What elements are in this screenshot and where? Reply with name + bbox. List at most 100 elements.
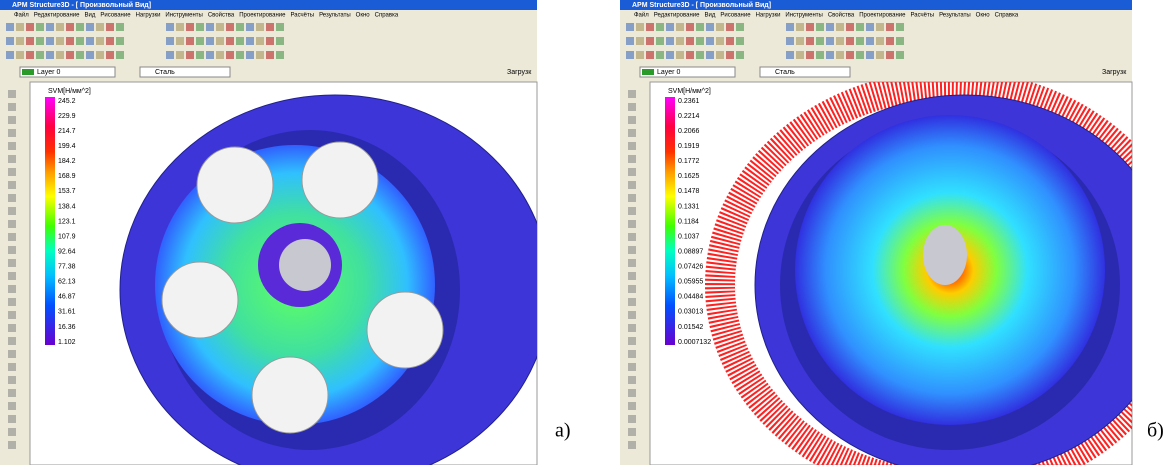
legend-value: 245.2 bbox=[58, 98, 76, 105]
toolbar-icon bbox=[846, 23, 854, 31]
legend-value: 16.36 bbox=[58, 324, 76, 331]
side-tool bbox=[8, 194, 16, 202]
legend-value: 0.1184 bbox=[678, 218, 699, 225]
toolbar-icon bbox=[886, 51, 894, 59]
toolbar-icon bbox=[76, 37, 84, 45]
menu-item[interactable]: Рисование bbox=[720, 13, 751, 19]
layer-box bbox=[20, 67, 115, 77]
legend-value: 168.9 bbox=[58, 173, 76, 180]
side-tool bbox=[8, 142, 16, 150]
layer-color bbox=[642, 69, 654, 75]
menu-item[interactable]: Рисование bbox=[100, 13, 131, 19]
legend-value: 214.7 bbox=[58, 128, 76, 135]
toolbar-icon bbox=[626, 23, 634, 31]
legend-value: 0.1625 bbox=[678, 173, 700, 180]
menu-item[interactable]: Вид bbox=[84, 13, 95, 19]
toolbar-icon bbox=[846, 51, 854, 59]
toolbar-icon bbox=[686, 23, 694, 31]
legend-value: 77.38 bbox=[58, 264, 76, 271]
side-tool bbox=[8, 246, 16, 254]
bolt-hole bbox=[162, 262, 238, 338]
hub-bore bbox=[279, 239, 331, 291]
toolbar-icon bbox=[66, 23, 74, 31]
legend-title: SVM[Н/мм^2] bbox=[668, 88, 711, 95]
menu-item[interactable]: Нагрузки bbox=[136, 13, 161, 19]
menu-item[interactable]: Результаты bbox=[939, 13, 971, 19]
toolbar-icon bbox=[276, 51, 284, 59]
toolbar-icon bbox=[246, 37, 254, 45]
legend-value: 62.13 bbox=[58, 279, 76, 286]
toolbar-icon bbox=[806, 23, 814, 31]
toolbar-icon bbox=[236, 23, 244, 31]
legend-value: 1.102 bbox=[58, 339, 76, 346]
legend-bar bbox=[45, 97, 55, 345]
toolbar-icon bbox=[626, 51, 634, 59]
menu-item[interactable]: Проектирование bbox=[859, 13, 906, 19]
legend-value: 229.9 bbox=[58, 113, 76, 120]
menu-item[interactable]: Окно bbox=[356, 13, 371, 19]
layer-name: Layer 0 bbox=[657, 69, 680, 76]
menu-item[interactable]: Расчёты bbox=[290, 13, 314, 19]
material-name: Сталь bbox=[775, 69, 795, 76]
toolbar-icon bbox=[176, 37, 184, 45]
side-tool bbox=[8, 155, 16, 163]
legend-value: 0.04484 bbox=[678, 294, 703, 301]
menu-item[interactable]: Свойства bbox=[208, 12, 235, 19]
toolbar-icon bbox=[876, 51, 884, 59]
toolbar-icon bbox=[6, 23, 14, 31]
toolbar-icon bbox=[26, 37, 34, 45]
menu-item[interactable]: Редактирование bbox=[654, 13, 700, 19]
side-tool bbox=[628, 233, 636, 241]
toolbar-icon bbox=[716, 51, 724, 59]
side-tool bbox=[628, 181, 636, 189]
model-view bbox=[120, 95, 550, 465]
side-tool bbox=[8, 441, 16, 449]
toolbar-icon bbox=[196, 23, 204, 31]
toolbar-icon bbox=[736, 23, 744, 31]
menu-item[interactable]: Инструменты bbox=[785, 13, 822, 19]
menu-item[interactable]: Справка bbox=[995, 13, 1019, 19]
menu-item[interactable]: Редактирование bbox=[34, 13, 80, 19]
menu-item[interactable]: Файл bbox=[14, 12, 29, 19]
legend-value: 0.0007132 bbox=[678, 339, 711, 346]
side-tool bbox=[8, 207, 16, 215]
legend-value: 46.87 bbox=[58, 294, 76, 301]
toolbar-icon bbox=[116, 37, 124, 45]
side-tool bbox=[628, 441, 636, 449]
toolbar-icon bbox=[836, 23, 844, 31]
figure: APM Structure3D - [ Произвольный Вид]Фай… bbox=[0, 0, 1172, 465]
toolbar-icon bbox=[266, 23, 274, 31]
menu-item[interactable]: Свойства bbox=[828, 12, 855, 19]
toolbar-icon bbox=[206, 51, 214, 59]
menu-item[interactable]: Файл bbox=[634, 12, 649, 19]
toolbar-icon bbox=[826, 37, 834, 45]
menu-item[interactable]: Справка bbox=[375, 13, 399, 19]
legend-value: 92.64 bbox=[58, 248, 76, 255]
menu-item[interactable]: Окно bbox=[976, 13, 991, 19]
toolbar-icon bbox=[96, 23, 104, 31]
side-tool bbox=[8, 350, 16, 358]
menu-item[interactable]: Расчёты bbox=[910, 13, 934, 19]
legend-value: 0.03013 bbox=[678, 309, 703, 316]
menu-item[interactable]: Результаты bbox=[319, 13, 351, 19]
toolbar-icon bbox=[6, 37, 14, 45]
menu-item[interactable]: Проектирование bbox=[239, 13, 286, 19]
legend-value: 184.2 bbox=[58, 158, 76, 165]
toolbar-icon bbox=[236, 37, 244, 45]
toolbar-icon bbox=[806, 37, 814, 45]
menu-item[interactable]: Нагрузки bbox=[756, 13, 781, 19]
toolbar-icon bbox=[846, 37, 854, 45]
toolbar-icon bbox=[656, 37, 664, 45]
toolbar-icon bbox=[46, 51, 54, 59]
side-tool bbox=[628, 298, 636, 306]
toolbar-icon bbox=[256, 37, 264, 45]
side-tool bbox=[628, 311, 636, 319]
menu-item[interactable]: Вид bbox=[704, 13, 715, 19]
menu-item[interactable]: Инструменты bbox=[165, 13, 202, 19]
side-tool bbox=[8, 363, 16, 371]
side-tool bbox=[628, 402, 636, 410]
toolbar-icon bbox=[276, 37, 284, 45]
side-tool bbox=[8, 285, 16, 293]
toolbar-icon bbox=[676, 23, 684, 31]
toolbar-icon bbox=[726, 51, 734, 59]
